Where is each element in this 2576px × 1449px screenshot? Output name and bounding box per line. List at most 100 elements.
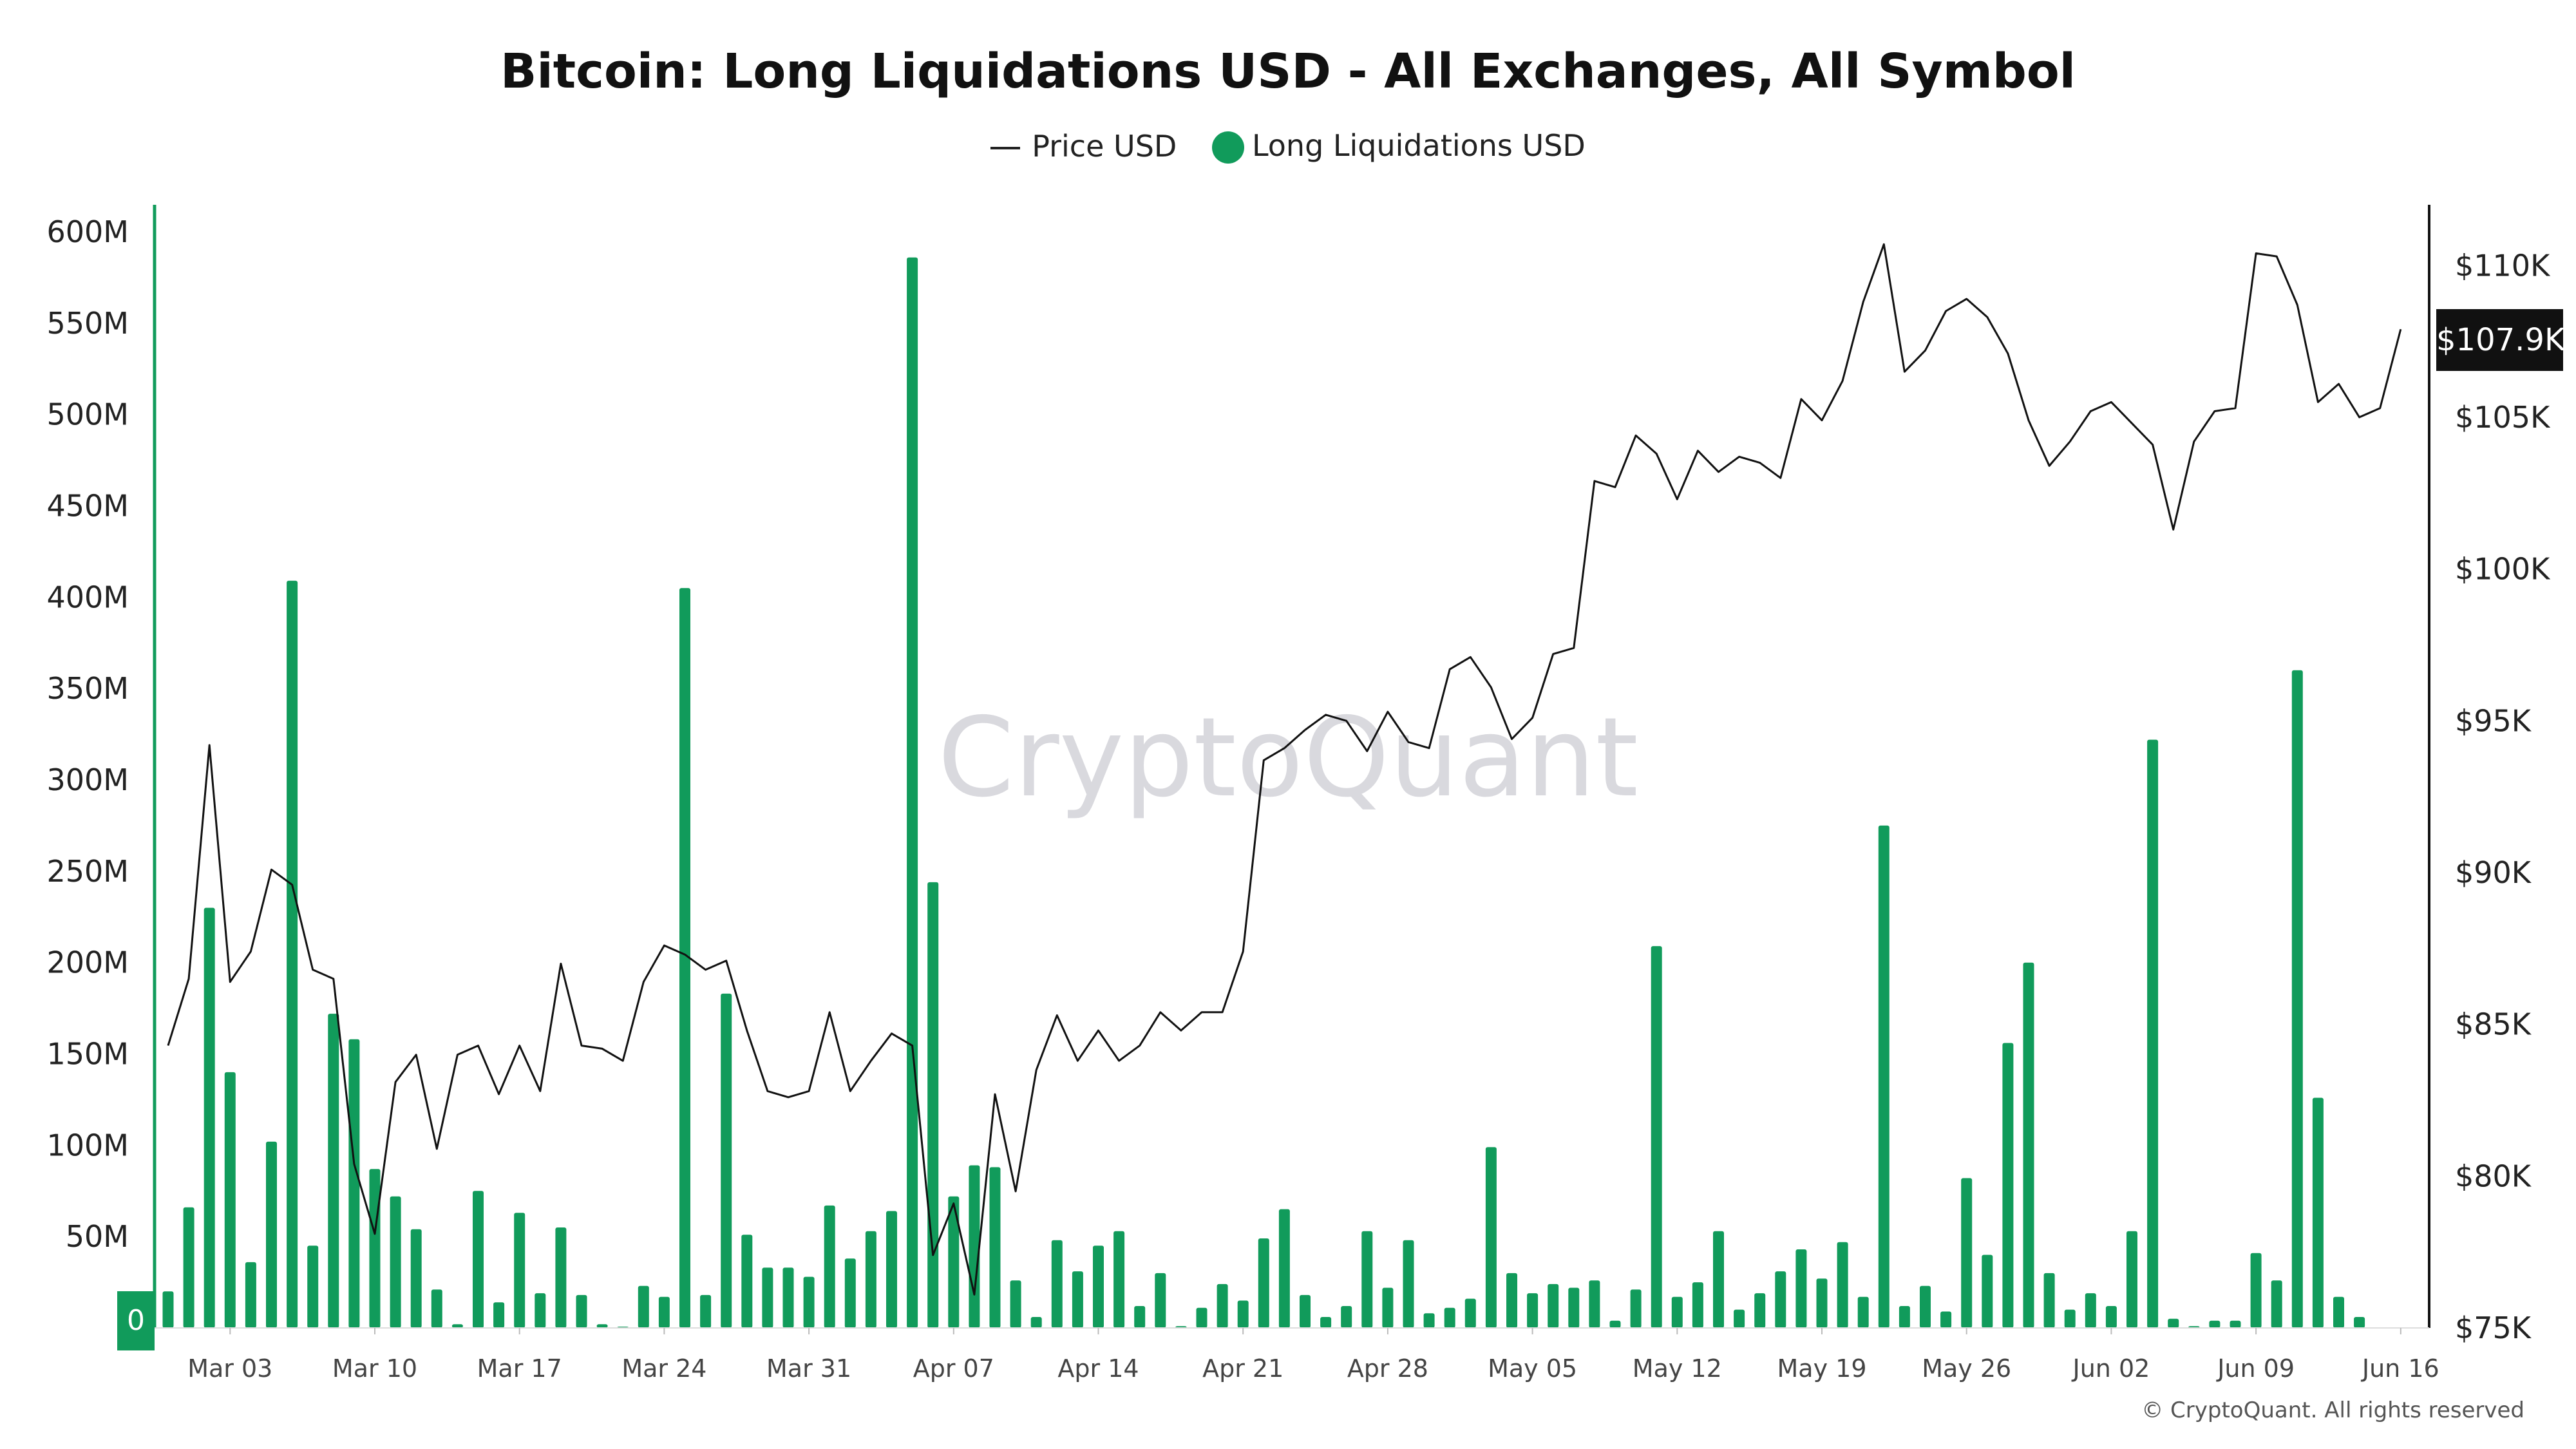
y-left-tick-label: 600M bbox=[47, 214, 129, 249]
liquidation-bar bbox=[1671, 1296, 1683, 1328]
liquidation-bar bbox=[1320, 1317, 1332, 1328]
y-right-tick-label: $80K bbox=[2455, 1159, 2532, 1193]
liquidation-bar bbox=[2333, 1296, 2344, 1328]
legend-item-price[interactable]: Price USD bbox=[990, 129, 1177, 164]
liquidation-bar bbox=[1568, 1287, 1580, 1328]
legend-item-liquidations[interactable]: Long Liquidations USD bbox=[1211, 128, 1586, 164]
right-axis-ticks: $75K $80K $85K $90K $95K $100K $105K $110K bbox=[2455, 248, 2551, 1345]
liquidation-bar bbox=[390, 1196, 401, 1328]
x-tick-label: May 19 bbox=[1777, 1354, 1867, 1383]
liquidation-bar bbox=[782, 1267, 794, 1328]
liquidation-bar bbox=[1506, 1273, 1517, 1328]
liquidation-bar bbox=[245, 1262, 256, 1328]
liquidation-bar bbox=[679, 588, 690, 1328]
chart-title: Bitcoin: Long Liquidations USD - All Exc… bbox=[500, 44, 2076, 99]
x-tick-label: May 26 bbox=[1922, 1354, 2011, 1383]
y-left-tick-label: 250M bbox=[47, 854, 129, 889]
liquidation-bar bbox=[2291, 670, 2303, 1328]
y-right-tick-label: $90K bbox=[2455, 855, 2532, 890]
liquidation-bar bbox=[2002, 1043, 2014, 1328]
liquidation-bar bbox=[1878, 825, 1889, 1328]
x-tick-label: Mar 10 bbox=[332, 1354, 417, 1383]
liquidation-bar bbox=[1713, 1231, 1724, 1328]
liquidation-bar bbox=[2312, 1097, 2324, 1328]
liquidation-bar bbox=[2126, 1231, 2137, 1328]
y-left-tick-label: 150M bbox=[47, 1037, 129, 1072]
liquidation-bar bbox=[1093, 1245, 1104, 1328]
liquidation-bar bbox=[1155, 1273, 1166, 1328]
liquidation-bar bbox=[307, 1245, 319, 1328]
liquidation-bar bbox=[1403, 1240, 1414, 1328]
y-right-tick-label: $75K bbox=[2455, 1311, 2532, 1345]
liquidation-bar bbox=[224, 1072, 236, 1328]
liquidation-bar bbox=[700, 1294, 712, 1328]
liquidation-bar bbox=[969, 1165, 980, 1328]
legend-label-price: Price USD bbox=[1032, 128, 1177, 164]
liquidation-bar bbox=[1527, 1293, 1539, 1328]
liquidation-bar bbox=[762, 1267, 773, 1328]
y-left-tick-label: 100M bbox=[47, 1128, 129, 1162]
liquidation-bar bbox=[535, 1293, 546, 1328]
liquidation-bar bbox=[1300, 1294, 1311, 1328]
liquidation-bar bbox=[1940, 1311, 1952, 1328]
liquidation-bar bbox=[1754, 1293, 1766, 1328]
x-tick-label: Jun 02 bbox=[2071, 1354, 2150, 1383]
liquidation-bar bbox=[369, 1169, 381, 1328]
liquidation-bar bbox=[183, 1207, 194, 1328]
liquidation-bar bbox=[410, 1229, 422, 1328]
liquidation-bar bbox=[2105, 1306, 2117, 1328]
legend-label-liquidations: Long Liquidations USD bbox=[1251, 128, 1586, 163]
watermark: CryptoQuant bbox=[938, 694, 1638, 822]
liquidation-bar bbox=[1961, 1178, 1973, 1328]
liquidation-bar bbox=[2085, 1293, 2096, 1328]
liquidation-bar bbox=[1857, 1296, 1869, 1328]
liquidation-bar bbox=[886, 1211, 897, 1328]
liquidation-bar bbox=[1589, 1280, 1600, 1328]
legend: Price USD Long Liquidations USD bbox=[0, 126, 2576, 164]
liquidation-bar bbox=[1692, 1282, 1703, 1328]
y-right-tick-label: $110K bbox=[2455, 248, 2551, 283]
liquidation-bar bbox=[2043, 1273, 2055, 1328]
last-price-label: $107.9K bbox=[2436, 309, 2564, 371]
liquidation-bar bbox=[162, 1291, 174, 1328]
y-right-tick-label: $105K bbox=[2455, 400, 2551, 435]
liquidation-bar bbox=[1444, 1307, 1455, 1328]
liquidation-bar bbox=[1113, 1231, 1125, 1328]
liquidation-bar bbox=[1237, 1300, 1249, 1328]
liquidation-bar bbox=[596, 1324, 608, 1328]
liquidation-bar bbox=[1258, 1238, 1269, 1328]
liquidation-bar bbox=[1795, 1249, 1807, 1328]
liquidation-bar bbox=[948, 1196, 960, 1328]
liquidation-bar bbox=[1651, 946, 1662, 1328]
y-left-tick-label: 350M bbox=[47, 671, 129, 706]
x-tick-label: May 12 bbox=[1633, 1354, 1722, 1383]
liquidation-bar bbox=[1464, 1298, 1476, 1328]
liquidation-bar bbox=[1920, 1285, 1931, 1328]
liquidation-bar bbox=[2230, 1320, 2241, 1328]
liquidation-bar bbox=[555, 1227, 567, 1328]
liquidation-bar bbox=[1982, 1255, 1993, 1328]
liquidation-bar bbox=[2168, 1318, 2179, 1328]
liquidation-bar bbox=[844, 1258, 856, 1328]
liquidation-bar bbox=[865, 1231, 876, 1328]
y-left-tick-label: 450M bbox=[47, 489, 129, 524]
liquidation-bar bbox=[1734, 1309, 1745, 1328]
x-tick-label: Mar 24 bbox=[621, 1354, 706, 1383]
liquidation-bar bbox=[658, 1296, 670, 1328]
x-tick-label: May 05 bbox=[1488, 1354, 1577, 1383]
liquidation-bar bbox=[1051, 1240, 1063, 1328]
liquidation-bar bbox=[204, 907, 215, 1328]
legend-dot-icon bbox=[1211, 131, 1244, 164]
y-right-tick-label: $85K bbox=[2455, 1007, 2532, 1042]
x-tick-label: Apr 07 bbox=[913, 1354, 994, 1383]
liquidation-bar bbox=[514, 1213, 526, 1328]
liquidation-bar bbox=[2354, 1317, 2365, 1328]
liquidation-bar bbox=[2209, 1320, 2221, 1328]
liquidation-bar bbox=[1072, 1271, 1083, 1328]
liquidation-bar bbox=[2250, 1253, 2262, 1328]
liquidation-bar bbox=[1630, 1289, 1642, 1328]
liquidation-bar bbox=[741, 1235, 753, 1328]
y-right-tick-label: $100K bbox=[2455, 552, 2551, 587]
liquidation-bar bbox=[2271, 1280, 2282, 1328]
